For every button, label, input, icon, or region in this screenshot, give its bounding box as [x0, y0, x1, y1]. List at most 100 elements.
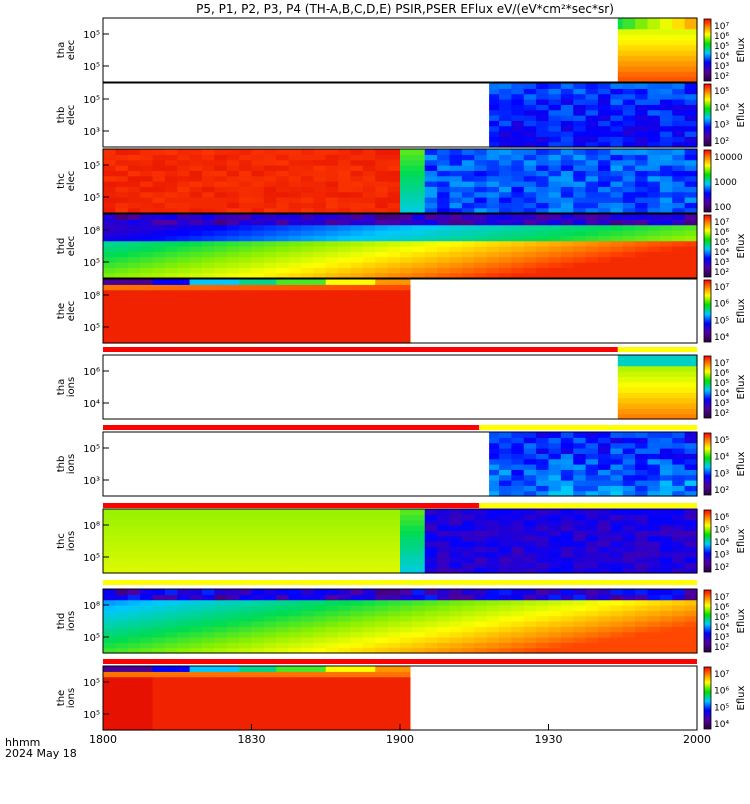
heatmap-cell	[313, 589, 327, 595]
heatmap-cell	[127, 191, 141, 198]
heatmap-cell	[647, 403, 661, 409]
heatmap-cell	[350, 327, 364, 333]
heatmap-cell	[350, 698, 364, 704]
heatmap-cell	[536, 165, 550, 171]
heatmap-cell	[499, 631, 512, 638]
heatmap-cell	[313, 235, 327, 242]
heatmap-cell	[437, 551, 451, 558]
heatmap-cell	[375, 519, 389, 526]
heatmap-cell	[610, 490, 624, 497]
heatmap-cell	[499, 541, 512, 547]
heatmap-cell	[202, 724, 215, 731]
heatmap-cell	[684, 207, 698, 214]
heatmap-cell	[387, 671, 401, 678]
heatmap-cell	[598, 230, 611, 236]
heatmap-cell	[461, 170, 475, 177]
heatmap-cell	[449, 170, 463, 177]
heatmap-cell	[511, 262, 525, 268]
heatmap-cell	[412, 594, 426, 601]
heatmap-cell	[251, 637, 265, 643]
heatmap-cell	[152, 637, 166, 643]
heatmap-cell	[387, 170, 401, 177]
heatmap-cell	[251, 207, 265, 214]
heatmap-cell	[622, 125, 636, 132]
heatmap-cell	[263, 327, 277, 333]
heatmap-cell	[177, 703, 191, 710]
heatmap-cell	[659, 251, 673, 258]
heatmap-cell	[511, 589, 525, 595]
heatmap-cell	[276, 519, 290, 526]
date-label: 2024 May 18	[5, 747, 77, 760]
heatmap-cell	[127, 197, 141, 203]
heatmap-cell	[276, 724, 290, 731]
heatmap-cell	[313, 214, 327, 220]
heatmap-cell	[474, 154, 488, 161]
heatmap-cell	[263, 159, 277, 166]
heatmap-cell	[177, 159, 191, 166]
heatmap-cell	[263, 175, 277, 182]
heatmap-cell	[560, 214, 574, 220]
heatmap-cell	[461, 181, 475, 187]
heatmap-cell	[375, 316, 389, 323]
heatmap-cell	[659, 610, 673, 617]
heatmap-cell	[387, 284, 401, 291]
heatmap-cell	[684, 599, 698, 606]
heatmap-cell	[239, 272, 253, 279]
heatmap-cell	[499, 464, 512, 470]
heatmap-cell	[548, 514, 562, 521]
heatmap-cell	[635, 432, 649, 438]
heatmap-cell	[276, 626, 290, 633]
heatmap-cell	[127, 562, 141, 569]
heatmap-cell	[412, 165, 426, 171]
heatmap-cell	[536, 186, 550, 193]
heatmap-cell	[202, 214, 215, 220]
colorbar-tick-label: 10⁵	[714, 87, 729, 97]
heatmap-cell	[560, 567, 574, 574]
heatmap-cell	[226, 647, 240, 654]
heatmap-cell	[499, 120, 512, 127]
heatmap-cell	[659, 83, 673, 89]
heatmap-cell	[610, 202, 624, 209]
heatmap-cell	[350, 289, 364, 296]
heatmap-cell	[659, 546, 673, 553]
heatmap-cell	[672, 28, 686, 35]
heatmap-cell	[177, 671, 191, 678]
heatmap-cell	[202, 719, 215, 726]
heatmap-cell	[301, 186, 314, 193]
heatmap-cell	[375, 719, 389, 726]
heatmap-cell	[288, 202, 302, 209]
heatmap-cell	[263, 240, 277, 247]
heatmap-cell	[610, 605, 624, 611]
heatmap-cell	[474, 647, 488, 654]
heatmap-cell	[635, 490, 649, 497]
heatmap-cell	[375, 687, 389, 694]
heatmap-cell	[140, 530, 154, 537]
heatmap-cell	[325, 202, 339, 209]
heatmap-cell	[288, 541, 302, 547]
heatmap-cell	[239, 724, 253, 731]
heatmap-cell	[536, 224, 550, 231]
heatmap-cell	[251, 272, 265, 279]
heatmap-cell	[276, 530, 290, 537]
heatmap-cell	[276, 708, 290, 715]
heatmap-cell	[548, 519, 562, 526]
heatmap-cell	[622, 159, 636, 166]
heatmap-cell	[288, 207, 302, 214]
heatmap-cell	[313, 642, 327, 649]
heatmap-cell	[226, 567, 240, 574]
heatmap-cell	[672, 181, 686, 187]
heatmap-cell	[164, 175, 178, 182]
heatmap-cell	[647, 39, 661, 46]
heatmap-cell	[226, 621, 240, 627]
heatmap-cell	[226, 535, 240, 542]
heatmap-cell	[202, 181, 215, 187]
heatmap-cell	[325, 676, 339, 683]
heatmap-cell	[659, 474, 673, 481]
heatmap-cell	[338, 332, 352, 339]
heatmap-cell	[499, 272, 512, 279]
heatmap-cell	[647, 246, 661, 252]
heatmap-cell	[536, 272, 550, 279]
heatmap-cell	[214, 289, 228, 296]
heatmap-cell	[610, 594, 624, 601]
heatmap-cell	[313, 514, 327, 521]
